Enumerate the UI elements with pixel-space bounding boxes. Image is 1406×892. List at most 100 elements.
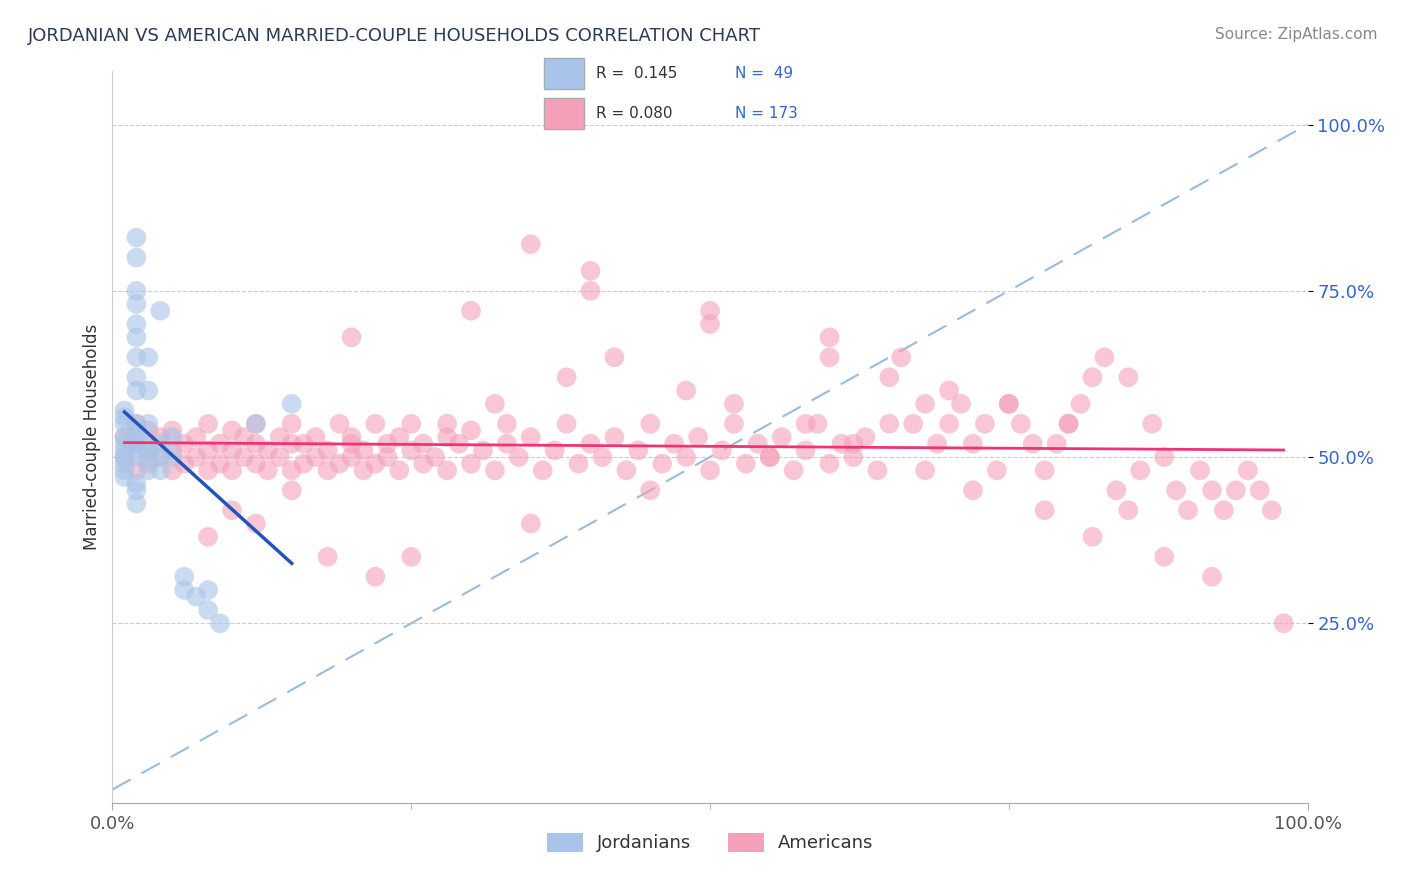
Point	[520, 237, 543, 252]
Point	[197, 463, 219, 477]
Point	[281, 463, 304, 477]
Point	[316, 463, 339, 477]
Point	[125, 317, 148, 331]
Point	[520, 516, 543, 531]
Point	[401, 417, 423, 431]
Point	[555, 417, 578, 431]
Point	[555, 370, 578, 384]
Point	[603, 351, 626, 365]
Point	[1070, 397, 1092, 411]
Point	[125, 443, 148, 458]
Point	[747, 436, 769, 450]
Bar	[544, 98, 583, 129]
Point	[125, 417, 148, 431]
Point	[508, 450, 530, 464]
Point	[125, 497, 148, 511]
Point	[579, 284, 602, 298]
Point	[579, 436, 602, 450]
Point	[1237, 463, 1260, 477]
Point	[233, 450, 256, 464]
Point	[138, 463, 160, 477]
Point	[209, 616, 232, 631]
Point	[484, 397, 506, 411]
Point	[640, 417, 662, 431]
Point	[125, 251, 148, 265]
Point	[735, 457, 758, 471]
Point	[890, 351, 912, 365]
Point	[292, 436, 315, 450]
Point	[675, 450, 697, 464]
Point	[1142, 417, 1164, 431]
Point	[592, 450, 614, 464]
Point	[125, 230, 148, 244]
Text: Source: ZipAtlas.com: Source: ZipAtlas.com	[1215, 27, 1378, 42]
Text: R =  0.145: R = 0.145	[596, 66, 678, 81]
Point	[998, 397, 1021, 411]
Point	[603, 430, 626, 444]
Point	[723, 417, 745, 431]
Point	[292, 457, 315, 471]
Point	[496, 417, 519, 431]
Point	[842, 436, 865, 450]
Point	[938, 384, 960, 398]
Point	[627, 443, 650, 458]
Point	[1201, 570, 1223, 584]
Point	[831, 436, 853, 450]
Point	[1272, 616, 1295, 631]
Point	[711, 443, 734, 458]
Point	[770, 430, 793, 444]
Point	[138, 351, 160, 365]
Point	[245, 436, 267, 450]
Point	[197, 417, 219, 431]
Point	[305, 430, 328, 444]
Point	[640, 483, 662, 498]
Point	[818, 457, 841, 471]
Point	[125, 330, 148, 344]
Point	[1057, 417, 1080, 431]
Point	[138, 436, 160, 450]
Point	[675, 384, 697, 398]
Point	[651, 457, 673, 471]
Point	[879, 370, 901, 384]
Point	[138, 417, 160, 431]
Point	[281, 417, 304, 431]
Point	[162, 463, 183, 477]
Text: N = 173: N = 173	[735, 106, 799, 121]
Point	[114, 443, 135, 458]
Point	[866, 463, 889, 477]
Point	[962, 436, 984, 450]
Point	[794, 443, 817, 458]
Point	[138, 457, 160, 471]
Point	[759, 450, 782, 464]
Point	[340, 430, 363, 444]
Point	[903, 417, 925, 431]
Point	[1081, 370, 1104, 384]
Point	[927, 436, 949, 450]
Point	[879, 417, 901, 431]
Point	[269, 450, 291, 464]
Point	[352, 463, 374, 477]
Point	[794, 417, 817, 431]
Point	[114, 403, 135, 417]
Point	[1166, 483, 1188, 498]
Point	[1129, 463, 1152, 477]
Point	[1118, 370, 1140, 384]
Point	[699, 303, 721, 318]
Point	[162, 430, 183, 444]
Point	[1046, 436, 1069, 450]
Point	[138, 424, 160, 438]
Point	[245, 516, 267, 531]
Point	[1057, 417, 1080, 431]
Point	[125, 450, 148, 464]
Point	[245, 417, 267, 431]
Point	[1022, 436, 1045, 450]
Point	[340, 436, 363, 450]
Point	[114, 436, 135, 450]
Point	[460, 303, 482, 318]
Point	[125, 297, 148, 311]
Point	[616, 463, 638, 477]
Point	[281, 436, 304, 450]
Point	[329, 457, 352, 471]
Point	[340, 330, 363, 344]
Point	[125, 483, 148, 498]
